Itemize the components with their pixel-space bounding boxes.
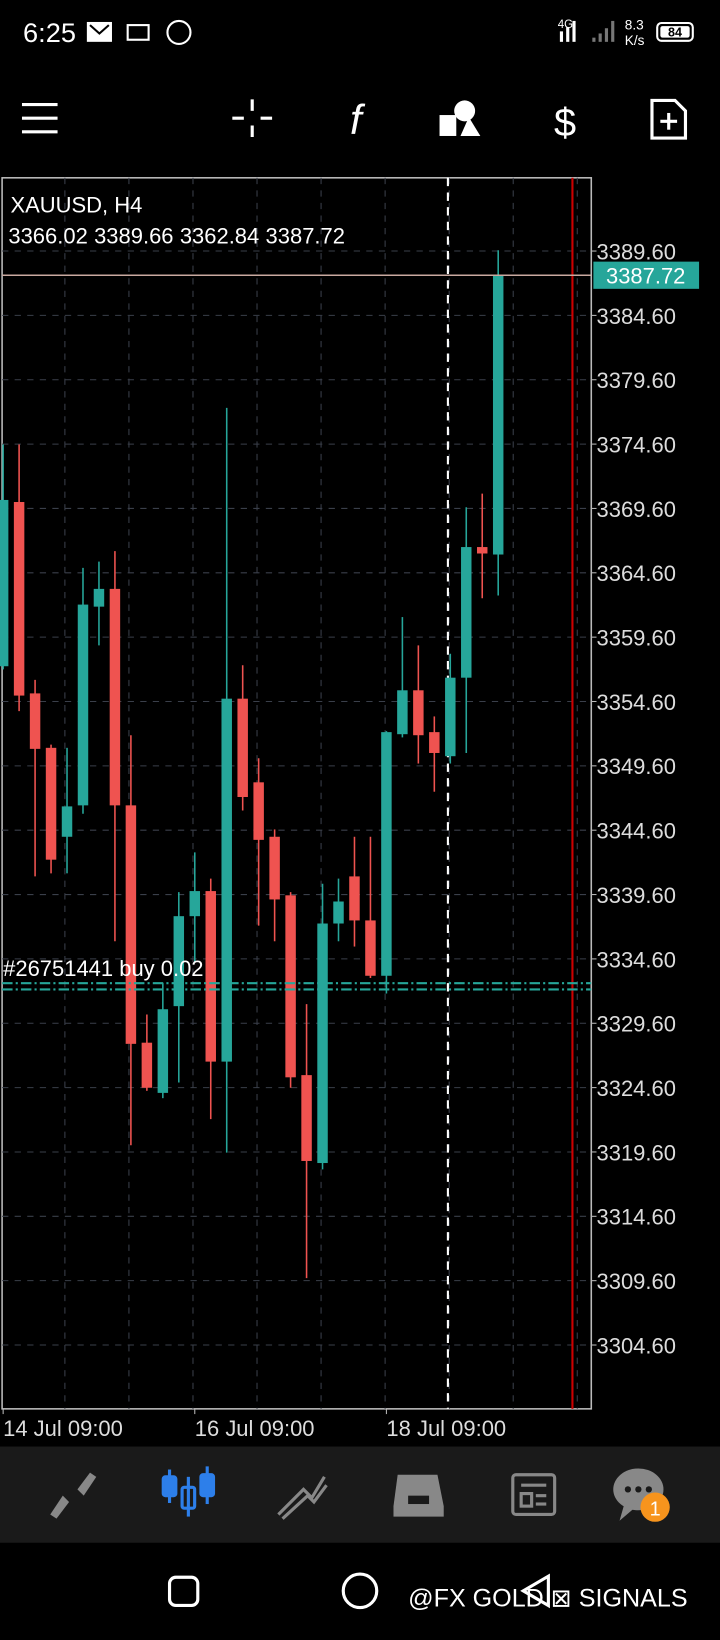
candle-body xyxy=(189,891,201,917)
status-time: 6:25 xyxy=(23,17,76,48)
candle-body xyxy=(477,547,488,554)
candle-body xyxy=(397,690,408,735)
candle-body xyxy=(429,732,440,753)
battery-frame xyxy=(656,21,694,42)
x-tick-label: 16 Jul 09:00 xyxy=(195,1416,315,1441)
trade-tab[interactable] xyxy=(277,1476,328,1520)
net-speed: 8.3 xyxy=(625,17,644,32)
battery-percent: 84 xyxy=(668,26,682,40)
candle-body xyxy=(413,690,424,736)
bottom-nav xyxy=(0,1446,720,1543)
ohlc-header: 3366.02 3389.66 3362.84 3387.72 xyxy=(8,224,345,249)
candle-body xyxy=(157,1009,169,1093)
y-tick-label: 3344.60 xyxy=(597,819,676,844)
network-type: 4G xyxy=(558,19,573,31)
candle-body xyxy=(77,604,89,806)
y-tick-label: 3339.60 xyxy=(597,883,676,908)
ohlc-open: 3366.02 xyxy=(8,224,87,249)
y-tick-label: 3329.60 xyxy=(597,1012,676,1037)
ohlc-low: 3362.84 xyxy=(180,224,259,249)
y-tick-label: 3364.60 xyxy=(597,561,676,586)
trade-button[interactable]: $ xyxy=(554,101,576,145)
candle-body xyxy=(333,901,344,924)
candle-body xyxy=(173,916,185,1007)
home-button[interactable] xyxy=(341,1572,379,1610)
candle-body xyxy=(29,693,41,749)
candle-body xyxy=(285,895,296,1078)
history-tab[interactable] xyxy=(393,1474,444,1517)
y-tick-label: 3334.60 xyxy=(597,947,676,972)
candle-body xyxy=(365,920,376,976)
candle-body xyxy=(205,891,216,1062)
y-tick-label: 3379.60 xyxy=(597,368,676,393)
price-tag xyxy=(593,261,700,289)
battery-level xyxy=(660,26,690,38)
back-button[interactable] xyxy=(520,1573,550,1609)
candle-body xyxy=(461,547,472,678)
y-tick-label: 3354.60 xyxy=(597,690,676,715)
y-tick-label: 3384.60 xyxy=(597,304,676,329)
y-tick-label: 3309.60 xyxy=(597,1269,676,1294)
y-tick-label: 3319.60 xyxy=(597,1140,676,1165)
x-tick-label: 14 Jul 09:00 xyxy=(3,1416,123,1441)
candle-body xyxy=(381,732,392,976)
objects-button[interactable] xyxy=(439,100,481,136)
ohlc-high: 3389.66 xyxy=(94,224,173,249)
candle-body xyxy=(445,677,456,757)
order-label: #26751441 buy 0.02 xyxy=(3,956,203,981)
y-tick-label: 3389.60 xyxy=(597,239,676,264)
signal-icons xyxy=(559,20,615,42)
new-order-button[interactable] xyxy=(650,98,688,140)
candle-body xyxy=(221,698,232,1062)
notification-badge: 1 xyxy=(650,1499,661,1521)
candle-body xyxy=(109,588,121,806)
y-tick-label: 3324.60 xyxy=(597,1076,676,1101)
bottom-nav-icons xyxy=(50,1466,670,1522)
status-icons xyxy=(86,19,192,45)
candle-body xyxy=(253,782,264,840)
net-speed-unit: K/s xyxy=(625,33,645,48)
y-tick-label: 3369.60 xyxy=(597,497,676,522)
chart-tab[interactable] xyxy=(161,1466,216,1517)
candle-body xyxy=(317,923,328,1164)
menu-button[interactable] xyxy=(21,103,58,134)
candle-body xyxy=(301,1075,312,1161)
chart: 3304.60 3309.60 3314.60 3319.60 3324.60 3329.… xyxy=(0,177,700,1441)
system-nav xyxy=(167,1572,550,1610)
candle-body xyxy=(349,876,360,921)
candle-body xyxy=(492,275,504,555)
x-tick-label: 18 Jul 09:00 xyxy=(386,1416,506,1441)
candle-body xyxy=(61,806,73,837)
y-tick-label: 3349.60 xyxy=(597,754,676,779)
y-tick-label: 3359.60 xyxy=(597,626,676,651)
watermark: @FX GOLD ⊠ SIGNALS xyxy=(408,1585,687,1613)
news-tab[interactable] xyxy=(511,1473,557,1517)
candle-body xyxy=(93,588,105,607)
candle-body xyxy=(269,836,280,900)
candle-body xyxy=(13,502,25,696)
recents-button[interactable] xyxy=(167,1575,200,1608)
candle-body xyxy=(0,499,9,667)
crosshair-button[interactable] xyxy=(232,99,273,138)
candle-body xyxy=(125,805,137,1044)
candle-body xyxy=(237,698,248,797)
y-tick-label: 3304.60 xyxy=(597,1333,676,1358)
candle-body xyxy=(45,747,57,860)
y-tick-label: 3314.60 xyxy=(597,1205,676,1230)
chat-tab[interactable] xyxy=(613,1468,670,1522)
ohlc-close: 3387.72 xyxy=(266,224,345,249)
candle-body xyxy=(141,1042,153,1088)
y-tick-label: 3374.60 xyxy=(597,432,676,457)
price-tag-label: 3387.72 xyxy=(606,264,685,289)
chart-symbol: XAUUSD, H4 xyxy=(10,192,142,217)
quotes-tab[interactable] xyxy=(50,1472,97,1519)
